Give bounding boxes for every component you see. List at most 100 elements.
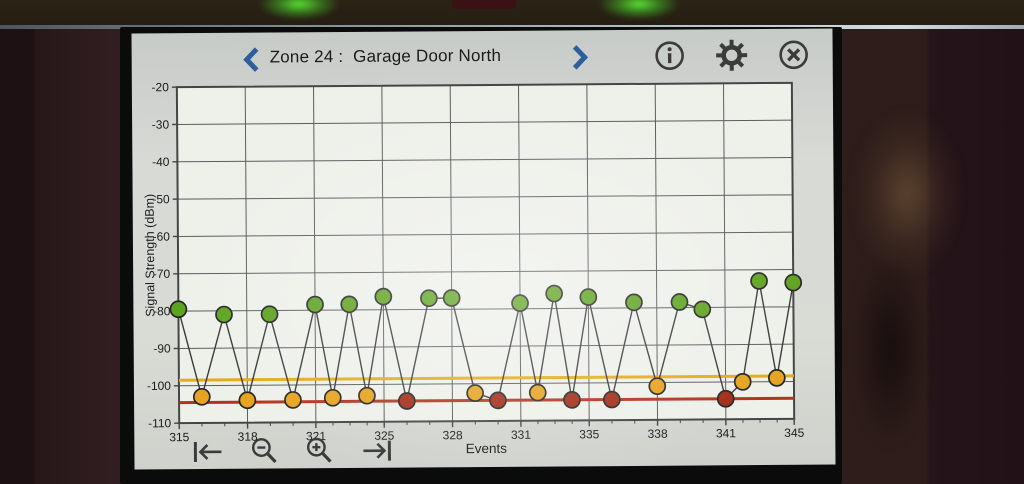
- next-zone-button[interactable]: [572, 44, 590, 70]
- data-point: [284, 391, 302, 409]
- h-gridline: [178, 269, 794, 275]
- info-icon: [655, 41, 684, 70]
- x-tick-label: 335: [579, 427, 599, 441]
- data-point: [545, 284, 563, 303]
- data-point: [238, 391, 257, 410]
- data-point: [192, 387, 211, 406]
- h-gridline: [177, 194, 793, 200]
- v-gridline: [518, 84, 522, 421]
- data-point: [397, 392, 416, 410]
- h-gridline: [177, 231, 793, 237]
- data-point: [169, 300, 188, 319]
- y-tick-label: -60: [153, 230, 171, 244]
- data-point: [215, 305, 233, 324]
- data-point: [602, 390, 621, 409]
- close-button[interactable]: [778, 39, 810, 71]
- zoom-in-button[interactable]: [303, 436, 339, 466]
- data-point: [563, 391, 581, 409]
- x-tick-label: 345: [784, 426, 804, 440]
- h-gridline: [178, 306, 794, 312]
- v-gridline: [654, 83, 659, 420]
- status-led-right: [598, 0, 680, 20]
- plot-area: [176, 82, 795, 424]
- data-point: [784, 273, 803, 292]
- chevron-left-icon: [243, 47, 259, 72]
- y-axis-title: Signal Strength (dBm): [142, 193, 158, 317]
- data-point: [648, 377, 667, 396]
- data-point: [528, 383, 547, 402]
- x-tick-label: 318: [238, 430, 258, 444]
- y-tick-label: -90: [153, 342, 171, 356]
- skip-to-end-button[interactable]: [360, 436, 396, 466]
- zoom-in-icon: [306, 437, 332, 463]
- v-gridline: [723, 83, 727, 420]
- data-point: [767, 369, 786, 387]
- data-point: [358, 386, 376, 405]
- x-axis-title: Events: [465, 440, 508, 457]
- x-tick-label: 315: [169, 430, 189, 444]
- y-tick-label: -100: [147, 379, 171, 393]
- y-tick-label: -30: [152, 118, 170, 132]
- v-gridline: [313, 86, 317, 423]
- previous-zone-button[interactable]: [242, 47, 260, 73]
- status-led-left: [258, 0, 340, 20]
- data-point: [511, 294, 529, 312]
- plot-border: [175, 81, 796, 425]
- data-point: [750, 272, 768, 290]
- shadow: [840, 219, 940, 479]
- device-bezel: Zone 24 : Garage Door North: [120, 27, 842, 484]
- chevron-right-icon: [572, 45, 589, 70]
- h-gridline: [178, 343, 794, 349]
- data-point: [625, 293, 643, 312]
- panel-top-edge: [0, 0, 1024, 29]
- data-point: [420, 289, 438, 308]
- panel-notch: [452, 0, 516, 9]
- data-point: [466, 384, 484, 402]
- h-gridline: [177, 157, 793, 163]
- gear-icon: [716, 39, 748, 71]
- data-point: [579, 288, 598, 306]
- data-point: [442, 289, 461, 307]
- skip-to-start-button[interactable]: [188, 437, 224, 467]
- data-point: [340, 295, 359, 314]
- info-button[interactable]: [654, 40, 686, 72]
- y-tick-label: -70: [153, 267, 171, 281]
- x-tick-label: 331: [511, 428, 531, 442]
- v-gridline: [586, 84, 590, 421]
- x-tick-label: 325: [374, 429, 394, 443]
- data-point: [693, 300, 712, 319]
- critical-threshold-line: [179, 396, 795, 405]
- y-tick-label: -40: [152, 155, 170, 169]
- y-tick-label: -50: [152, 192, 170, 206]
- x-tick-label: 341: [716, 426, 736, 440]
- panel-right-side: [840, 29, 1024, 484]
- close-icon: [779, 40, 808, 70]
- x-tick-label: 328: [443, 428, 463, 442]
- settings-button[interactable]: [715, 38, 748, 71]
- data-point: [716, 389, 735, 408]
- panel-left-side: [0, 29, 124, 484]
- skip-to-start-icon: [193, 442, 222, 463]
- data-point: [306, 295, 324, 314]
- data-point: [260, 305, 279, 324]
- data-point: [374, 287, 393, 306]
- v-gridline: [449, 85, 454, 422]
- x-tick-label: 338: [648, 427, 668, 441]
- data-point: [733, 373, 752, 391]
- data-point: [489, 391, 507, 410]
- touchscreen[interactable]: Zone 24 : Garage Door North: [131, 28, 836, 470]
- y-tick-label: -80: [153, 304, 171, 318]
- warning-threshold-line: [178, 374, 794, 382]
- zoom-out-button[interactable]: [248, 436, 284, 466]
- y-tick-label: -20: [151, 80, 169, 94]
- zoom-out-icon: [251, 438, 277, 464]
- skip-to-end-icon: [363, 440, 391, 461]
- h-gridline: [178, 381, 794, 387]
- data-point: [670, 293, 689, 311]
- h-gridline: [177, 119, 793, 125]
- v-gridline: [381, 85, 385, 422]
- data-point: [323, 388, 342, 407]
- v-gridline: [244, 86, 249, 423]
